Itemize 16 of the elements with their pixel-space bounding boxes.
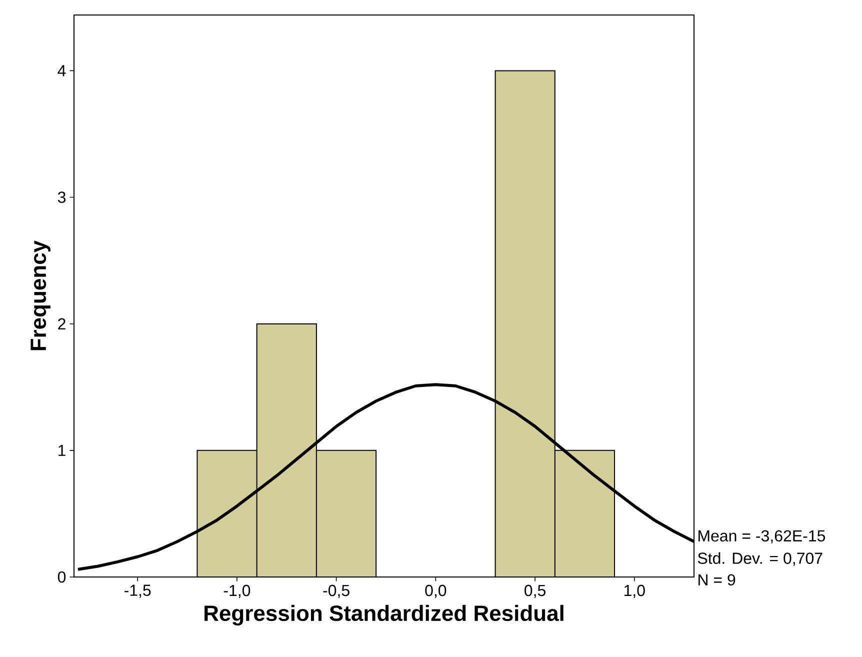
text: Mean = -3,62E-15 <box>698 530 826 544</box>
y-tick-label: 3 <box>58 192 66 203</box>
x-axis-title: Regression Standardized Residual <box>204 604 564 626</box>
y-tick-label: 4 <box>58 65 66 76</box>
y-axis-title: Frequency <box>30 240 50 350</box>
x-tick-label: -1,5 <box>124 584 151 598</box>
text: N = 9 <box>698 574 736 586</box>
y-tick-label: 0 <box>58 571 66 583</box>
x-tick-label: 0,0 <box>425 584 446 598</box>
y-tick-label: 2 <box>58 318 66 330</box>
x-tick-label: 1,0 <box>624 584 645 598</box>
x-tick-label: 0,5 <box>524 584 546 598</box>
y-tick-label: 1 <box>58 444 66 456</box>
text: Std. Dev. = 0,707 <box>698 552 822 566</box>
x-tick-label: -1,0 <box>224 584 250 598</box>
x-tick-label: -0,5 <box>323 584 350 598</box>
